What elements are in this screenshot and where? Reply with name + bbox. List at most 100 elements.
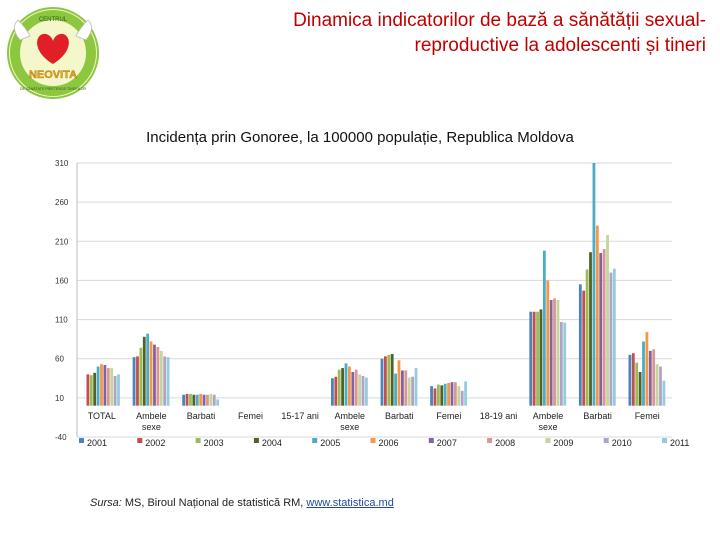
y-tick-label: 260 (55, 198, 69, 207)
bar-2005 (195, 394, 199, 406)
bar-2001 (628, 354, 632, 406)
bar-2004 (341, 368, 345, 406)
bar-2007 (103, 364, 107, 406)
bar-2004 (192, 394, 196, 406)
x-tick-label: Ambele sexe (533, 411, 564, 432)
bar-2003 (89, 375, 93, 406)
bar-2005 (642, 341, 645, 406)
legend-swatch-2002 (137, 438, 143, 443)
y-tick-label: -40 (55, 433, 67, 442)
bar-2007 (400, 370, 404, 406)
bar-2010 (212, 394, 216, 406)
bar-2007 (599, 253, 603, 406)
source-note: Sursa: MS, Biroul Național de statistică… (90, 497, 394, 509)
bar-2005 (592, 163, 596, 406)
x-tick-label: Barbati (583, 411, 612, 421)
bar-2011 (612, 268, 616, 406)
bar-2011 (662, 380, 666, 406)
legend-swatch-2001 (79, 438, 84, 443)
bar-2002 (433, 388, 437, 406)
y-tick-label: 110 (55, 316, 68, 325)
bar-2004 (539, 309, 543, 406)
chart-title: Incidența prin Gonoree, la 100000 popula… (146, 129, 574, 146)
legend-swatch-2004 (253, 438, 259, 443)
legend-label-2005: 2005 (320, 438, 340, 448)
bar-2004 (142, 336, 146, 406)
bar-2010 (609, 272, 613, 406)
y-tick-label: 160 (55, 276, 69, 285)
bar-2002 (582, 290, 586, 406)
bar-2002 (334, 376, 338, 406)
bar-2009 (209, 393, 213, 406)
bar-2004 (638, 372, 642, 406)
bar-2005 (443, 383, 447, 406)
bar-2003 (337, 369, 341, 406)
bar-2010 (460, 390, 464, 406)
bar-2006 (397, 360, 401, 406)
bar-2008 (652, 349, 656, 406)
legend-label-2001: 2001 (87, 438, 107, 448)
bar-2008 (602, 249, 606, 406)
legend-swatch-2008 (487, 438, 493, 443)
bar-2011 (216, 399, 220, 406)
source-link[interactable]: www.statistica.md (306, 497, 394, 509)
bar-2009 (457, 386, 461, 406)
bar-2002 (532, 311, 536, 406)
bar-2001 (380, 358, 384, 406)
bar-2011 (563, 322, 567, 406)
bar-2007 (648, 350, 652, 406)
bar-2005 (96, 366, 100, 406)
source-label: Sursa: (90, 497, 122, 509)
legend-label-2003: 2003 (204, 438, 224, 448)
bar-2009 (655, 364, 659, 406)
bar-2011 (166, 357, 170, 406)
bar-2004 (93, 372, 97, 406)
legend-swatch-2003 (195, 438, 201, 443)
bar-2008 (156, 346, 160, 406)
bar-2001 (132, 357, 136, 406)
bar-2006 (546, 280, 550, 406)
bar-2003 (635, 362, 639, 406)
bar-2010 (559, 321, 563, 406)
bar-2006 (100, 364, 103, 406)
bar-2008 (106, 368, 110, 406)
bar-2001 (529, 311, 533, 406)
bar-2004 (440, 385, 444, 406)
bar-2006 (447, 382, 450, 406)
bar-2007 (450, 382, 454, 406)
bar-2009 (358, 374, 362, 406)
logo-text-main: NEOVITA (29, 69, 77, 81)
bar-2011 (365, 377, 368, 406)
legend-label-2006: 2006 (379, 438, 399, 448)
bar-2011 (414, 368, 418, 406)
bar-2007 (351, 372, 355, 406)
bar-2008 (354, 369, 358, 406)
bar-2005 (542, 250, 546, 406)
legend-swatch-2009 (545, 438, 551, 443)
bar-2002 (631, 353, 635, 406)
bar-2001 (182, 394, 186, 406)
legend-swatch-2007 (428, 438, 434, 443)
bar-2009 (407, 377, 411, 406)
bar-2005 (344, 363, 348, 406)
bar-2011 (464, 381, 467, 406)
legend-swatch-2006 (370, 438, 376, 443)
bar-2010 (113, 375, 117, 406)
legend-label-2011: 2011 (670, 438, 689, 448)
bar-2001 (578, 284, 582, 406)
y-tick-label: 210 (55, 237, 69, 246)
bar-2009 (556, 300, 560, 406)
slide-title-line-2: reproductive la adolescenti și tineri (414, 35, 707, 56)
logo-text-bottom: DE SĂNĂTATE PRIETENOS TINERILOR (20, 87, 87, 91)
x-tick-label: Femei (436, 411, 461, 421)
x-tick-label: Barbati (385, 411, 414, 421)
x-tick-label: Barbati (187, 411, 216, 421)
y-tick-label: 10 (55, 394, 64, 403)
bar-2003 (387, 354, 391, 406)
bar-2007 (202, 394, 206, 406)
legend-label-2010: 2010 (612, 438, 632, 448)
bar-2002 (185, 393, 189, 406)
logo-text-top: CENTRUL (39, 17, 68, 23)
bar-2006 (348, 366, 351, 406)
x-tick-label: Femei (635, 411, 660, 421)
